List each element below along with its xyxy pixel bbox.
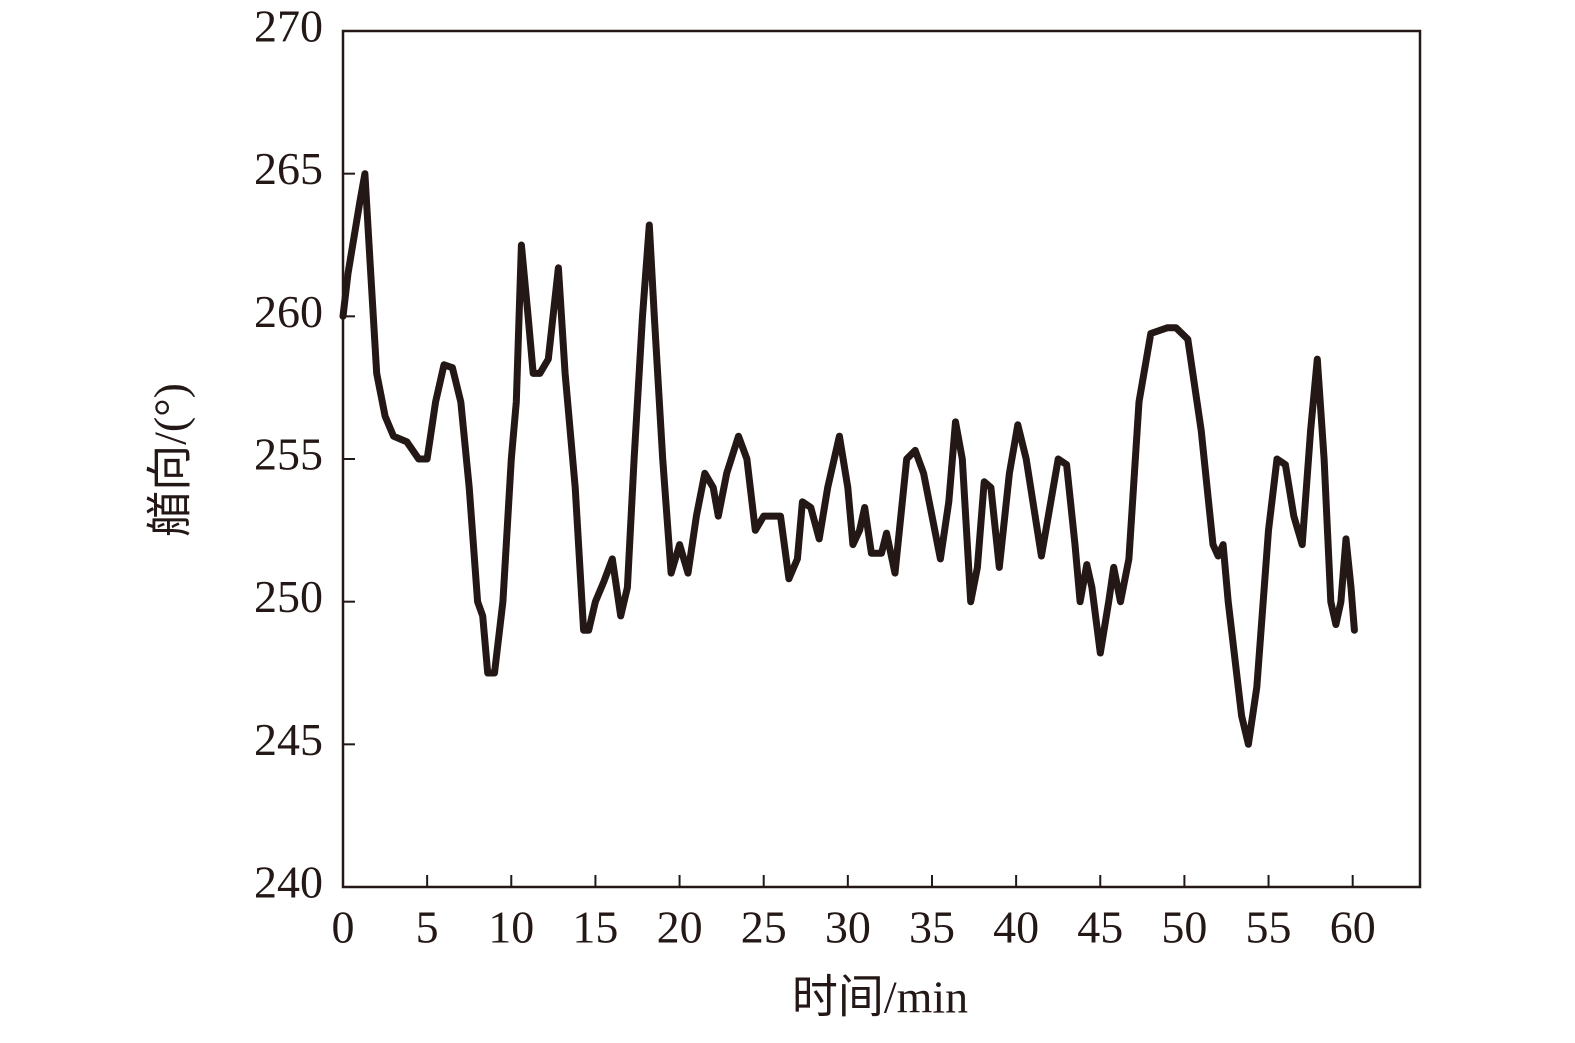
x-tick-label: 30 — [825, 902, 871, 953]
y-tick-label: 250 — [254, 571, 323, 622]
y-tick-label: 245 — [254, 714, 323, 765]
x-tick-label: 40 — [993, 902, 1039, 953]
data-line — [339, 170, 1358, 748]
x-tick-label: 10 — [488, 902, 534, 953]
y-axis-label: 艏向/(°) — [145, 383, 196, 537]
y-tick-label: 265 — [254, 143, 323, 194]
x-tick-label: 0 — [332, 902, 355, 953]
y-tick-label: 270 — [254, 1, 323, 52]
y-tick-label: 255 — [254, 429, 323, 480]
x-tick-label: 35 — [909, 902, 955, 953]
x-axis-label: 时间/min — [792, 972, 968, 1023]
plot-frame — [341, 29, 1422, 889]
x-tick-label: 5 — [416, 902, 439, 953]
y-tick-label: 260 — [254, 286, 323, 337]
x-tick-label: 15 — [572, 902, 618, 953]
x-tick-label: 60 — [1330, 902, 1376, 953]
x-tick-label: 55 — [1246, 902, 1292, 953]
x-tick-label: 25 — [741, 902, 787, 953]
x-tick-label: 45 — [1077, 902, 1123, 953]
y-tick-label: 240 — [254, 857, 323, 908]
x-tick-label: 20 — [657, 902, 703, 953]
x-tick-label: 50 — [1161, 902, 1207, 953]
